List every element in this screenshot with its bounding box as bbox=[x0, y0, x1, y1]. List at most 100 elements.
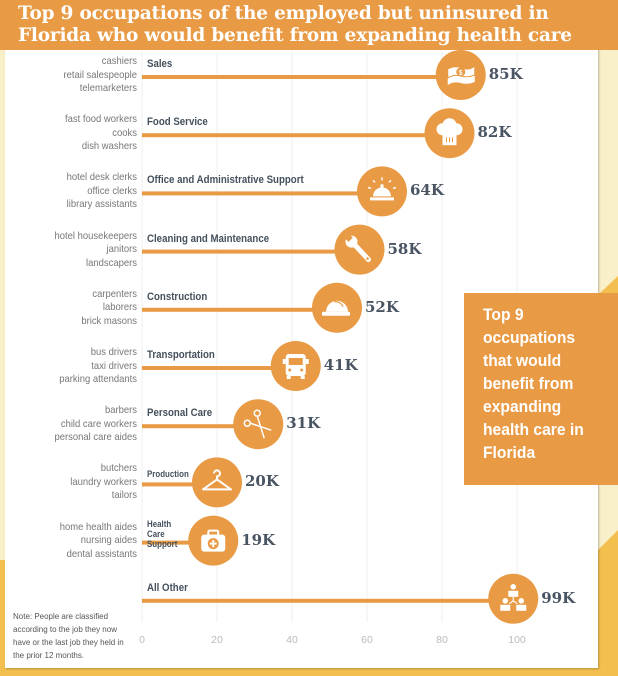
occupation-example: fast food workers bbox=[65, 113, 137, 126]
callout-fold-triangle bbox=[600, 276, 618, 293]
occupation-examples: hotel desk clerks office clerks library as… bbox=[14, 171, 137, 212]
icon-part bbox=[322, 311, 350, 316]
icon-part bbox=[344, 233, 353, 242]
icon-part bbox=[209, 542, 217, 545]
icon-part bbox=[518, 598, 525, 604]
wrench-icon bbox=[344, 233, 371, 263]
occupation-example: home health aides bbox=[59, 520, 137, 533]
icon-part bbox=[326, 300, 348, 312]
category-label: Cleaning and Maintenance bbox=[147, 232, 270, 245]
occupation-examples: butchers laundry workers tailors bbox=[14, 462, 137, 503]
bar-end-circle bbox=[233, 399, 284, 450]
value-label: 99K bbox=[541, 588, 576, 607]
value-label: 20K bbox=[245, 472, 279, 491]
icon-part bbox=[500, 604, 511, 611]
occupation-example: cooks bbox=[112, 126, 137, 139]
title-line-2: Florida who would benefit from expanding… bbox=[18, 25, 572, 46]
icon-part bbox=[286, 376, 291, 379]
scissors-icon bbox=[243, 409, 272, 439]
icon-part bbox=[510, 584, 517, 590]
header-banner: Top 9 occupations of the employed but un… bbox=[0, 0, 618, 50]
x-tick-label: 60 bbox=[361, 634, 373, 646]
category-label: Production bbox=[147, 469, 189, 480]
x-tick-label: 100 bbox=[508, 634, 526, 646]
icon-part bbox=[367, 186, 372, 190]
occupation-examples: bus drivers taxi drivers parking attendant… bbox=[14, 346, 137, 387]
icon-part bbox=[502, 598, 509, 604]
occupation-examples: home health aides nursing aides dental ass… bbox=[14, 521, 137, 562]
category-label: Office and Administrative Support bbox=[147, 174, 304, 187]
category-label: Personal Care bbox=[147, 407, 213, 420]
bar-end-circle bbox=[192, 457, 242, 508]
occupation-example: telemarketers bbox=[79, 82, 137, 94]
x-tick-label: 0 bbox=[139, 634, 145, 646]
occupation-example: landscapers bbox=[86, 256, 137, 269]
icon-part bbox=[512, 600, 518, 605]
occupation-example: dish washers bbox=[81, 140, 137, 153]
bar bbox=[142, 75, 461, 79]
icon-part bbox=[352, 242, 371, 263]
icon-part bbox=[207, 529, 220, 537]
callout-box: Top 9 occupations that would benefit fro… bbox=[464, 293, 618, 485]
title-line-1: Top 9 occupations of the employed but un… bbox=[18, 3, 549, 24]
icon-part bbox=[516, 604, 527, 611]
icon-part bbox=[370, 197, 394, 201]
value-label: 85K bbox=[488, 65, 523, 83]
icon-part bbox=[442, 118, 457, 133]
callout-text: Top 9 occupations that would benefit fro… bbox=[483, 305, 584, 462]
icon-part bbox=[282, 359, 286, 364]
page-title: Top 9 occupations of the employed but un… bbox=[18, 3, 608, 47]
occupation-example: laborers bbox=[102, 301, 137, 314]
org-chart-icon bbox=[500, 584, 527, 611]
bar bbox=[142, 540, 214, 545]
occupation-examples: barbers child care workers personal care a… bbox=[14, 404, 137, 445]
icon-part bbox=[288, 358, 303, 365]
bus-icon bbox=[282, 354, 309, 379]
x-tick-label: 20 bbox=[211, 634, 223, 646]
icon-part: $ bbox=[459, 70, 463, 77]
icon-part bbox=[372, 179, 376, 183]
icon-part bbox=[333, 301, 344, 308]
occupation-example: office clerks bbox=[87, 184, 137, 197]
bar bbox=[142, 307, 337, 312]
x-tick-label: 40 bbox=[286, 634, 298, 646]
occupation-example: nursing aides bbox=[80, 534, 137, 547]
value-label: 82K bbox=[477, 123, 512, 142]
occupation-example: taxi drivers bbox=[91, 359, 137, 372]
x-tick-label: 80 bbox=[436, 634, 448, 646]
icon-part bbox=[456, 67, 466, 77]
icon-part bbox=[508, 600, 514, 605]
occupation-example: janitors bbox=[106, 243, 137, 256]
occupation-example: child care workers bbox=[60, 417, 137, 430]
bar bbox=[142, 424, 259, 429]
occupation-example: brick masons bbox=[81, 314, 137, 327]
occupation-example: retail salespeople bbox=[63, 68, 138, 81]
occupation-example: personal care aides bbox=[54, 431, 138, 444]
value-label: 31K bbox=[286, 414, 321, 433]
icon-part bbox=[508, 590, 519, 597]
icon-part bbox=[366, 257, 369, 260]
occupation-example: hotel desk clerks bbox=[66, 171, 137, 184]
icon-part bbox=[373, 187, 391, 197]
occupation-example: hotel housekeepers bbox=[54, 229, 137, 242]
category-label: Health Care Support bbox=[147, 518, 178, 549]
occupation-examples: hotel housekeepers janitors landscapers bbox=[14, 230, 137, 271]
occupation-examples: carpenters laborers brick masons bbox=[14, 288, 137, 329]
bar bbox=[142, 133, 450, 138]
icon-part bbox=[380, 184, 384, 188]
icon-part bbox=[288, 368, 292, 372]
category-label: Transportation bbox=[147, 349, 215, 361]
bar bbox=[142, 191, 382, 196]
occupation-examples: fast food workers cooks dish washers bbox=[14, 113, 137, 154]
occupation-example: dental assistants bbox=[66, 547, 137, 560]
occupation-example: bus drivers bbox=[90, 346, 137, 358]
icon-part bbox=[305, 359, 309, 364]
bar bbox=[142, 249, 360, 254]
value-label: 58K bbox=[387, 239, 422, 258]
value-label: 41K bbox=[323, 356, 358, 374]
occupation-example: cashiers bbox=[101, 55, 137, 67]
bar bbox=[142, 366, 296, 370]
category-label: Sales bbox=[147, 58, 173, 70]
value-label: 64K bbox=[410, 181, 444, 200]
